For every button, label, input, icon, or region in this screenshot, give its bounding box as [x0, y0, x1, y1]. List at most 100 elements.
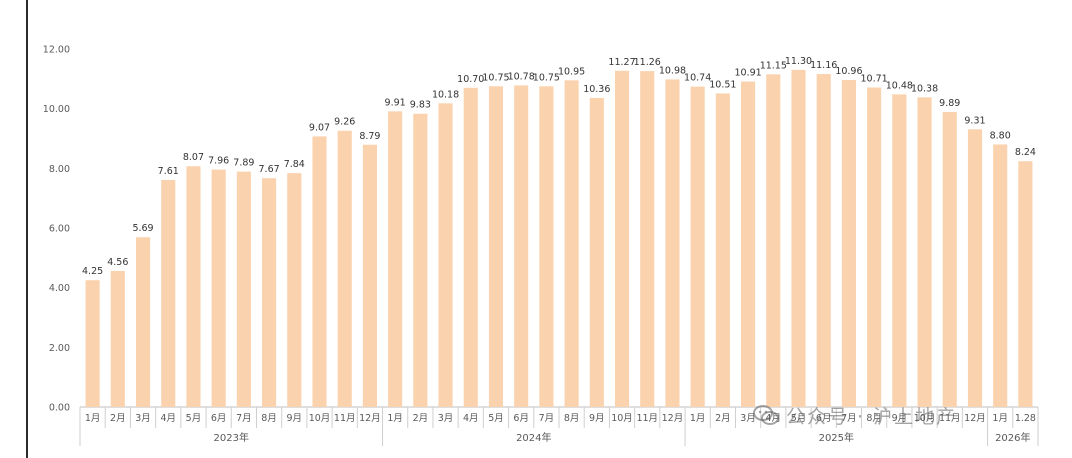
data-label: 10.71: [861, 73, 888, 84]
x-tick-label: 6月: [513, 413, 529, 424]
x-tick-label: 4月: [463, 413, 479, 424]
data-label: 9.91: [385, 97, 406, 108]
x-tick-label: 7月: [539, 413, 555, 424]
x-tick-label: 6月: [816, 413, 832, 424]
x-tick-label: 8月: [564, 413, 580, 424]
data-label: 9.07: [309, 122, 330, 133]
x-tick-label: 3月: [135, 413, 151, 424]
x-tick-label: 12月: [662, 413, 684, 424]
x-tick-label: 1月: [992, 413, 1008, 424]
data-label: 11.15: [760, 60, 787, 71]
data-label: 8.80: [990, 130, 1011, 141]
x-tick-label: 6月: [211, 413, 227, 424]
watermark: 公众号 · 沪上地产: [752, 400, 957, 430]
data-label: 8.24: [1015, 147, 1036, 158]
bar: [690, 86, 705, 407]
x-tick-label: 4月: [766, 413, 782, 424]
data-label: 9.89: [939, 98, 960, 109]
x-tick-label: 1月: [387, 413, 403, 424]
bar: [362, 144, 377, 407]
x-tick-label: 1月: [85, 413, 101, 424]
bar: [816, 74, 831, 407]
bar: [791, 69, 806, 407]
data-label: 7.61: [158, 166, 179, 177]
data-label: 9.83: [410, 100, 431, 111]
data-label: 10.38: [911, 83, 938, 94]
bar: [514, 85, 529, 407]
x-tick-label: 8月: [866, 413, 882, 424]
data-label: 4.56: [107, 257, 128, 268]
data-label: 10.91: [734, 68, 761, 79]
bar: [488, 86, 504, 408]
y-tick-label: 6.00: [49, 224, 70, 235]
bar: [715, 93, 730, 408]
x-tick-label: 9月: [287, 413, 303, 424]
x-tick-label: 12月: [359, 413, 381, 424]
bar: [993, 144, 1008, 407]
bar: [262, 178, 277, 407]
bar: [211, 169, 226, 407]
x-tick-label: 7月: [236, 413, 252, 424]
bar: [388, 111, 403, 407]
data-label: 11.30: [785, 56, 812, 67]
y-tick-label: 12.00: [43, 45, 70, 56]
x-tick-label: 2月: [110, 413, 126, 424]
data-label: 8.79: [359, 131, 380, 142]
y-tick-label: 0.00: [49, 403, 70, 414]
bar: [614, 70, 630, 408]
x-tick-label: 11月: [636, 413, 658, 424]
data-label: 10.96: [835, 66, 862, 77]
x-tick-label: 10月: [914, 413, 936, 424]
data-label: 9.26: [334, 117, 355, 128]
bar: [967, 129, 983, 408]
bar: [85, 280, 100, 407]
bar: [539, 86, 554, 408]
bar: [917, 97, 932, 407]
bar: [186, 166, 201, 407]
x-tick-label: 2月: [413, 413, 429, 424]
bar: [892, 94, 907, 407]
data-label: 10.18: [432, 89, 459, 100]
data-label: 8.07: [183, 152, 204, 163]
bar: [312, 136, 327, 407]
data-label: 7.84: [284, 159, 305, 170]
y-tick-label: 4.00: [49, 283, 70, 294]
bar: [463, 87, 478, 408]
x-tick-label: 3月: [740, 413, 756, 424]
year-group-label: 2023年: [214, 431, 249, 444]
x-tick-label: 8月: [261, 413, 277, 424]
bar: [942, 111, 957, 407]
y-tick-label: 10.00: [43, 104, 70, 115]
bar: [287, 173, 302, 407]
x-tick-label: 5月: [186, 413, 202, 424]
data-label: 9.31: [964, 115, 985, 126]
x-tick-label: 7月: [841, 413, 857, 424]
x-tick-label: 12月: [964, 413, 986, 424]
year-group-label: 2024年: [516, 431, 551, 444]
data-label: 10.95: [558, 66, 585, 77]
x-tick-label: 9月: [892, 413, 908, 424]
x-tick-label: 3月: [438, 413, 454, 424]
data-label: 5.69: [132, 223, 153, 234]
data-label: 11.26: [634, 57, 661, 68]
data-label: 7.89: [233, 158, 254, 169]
bar: [135, 237, 151, 407]
data-label: 10.75: [533, 72, 560, 83]
data-label: 10.36: [583, 84, 610, 95]
data-label: 10.78: [508, 71, 535, 82]
bar: [640, 71, 655, 408]
data-label: 10.51: [709, 79, 736, 90]
bar: [110, 270, 125, 407]
wechat-icon: [753, 405, 779, 425]
data-label: 4.25: [82, 266, 103, 277]
x-tick-label: 10月: [611, 413, 633, 424]
bar: [766, 74, 781, 407]
data-label: 10.70: [457, 74, 484, 85]
data-label: 10.75: [482, 72, 509, 83]
y-tick-label: 8.00: [49, 164, 70, 175]
x-tick-label: 4月: [160, 413, 176, 424]
data-label: 10.98: [659, 65, 686, 76]
bar: [665, 79, 680, 408]
bar: [161, 179, 176, 407]
